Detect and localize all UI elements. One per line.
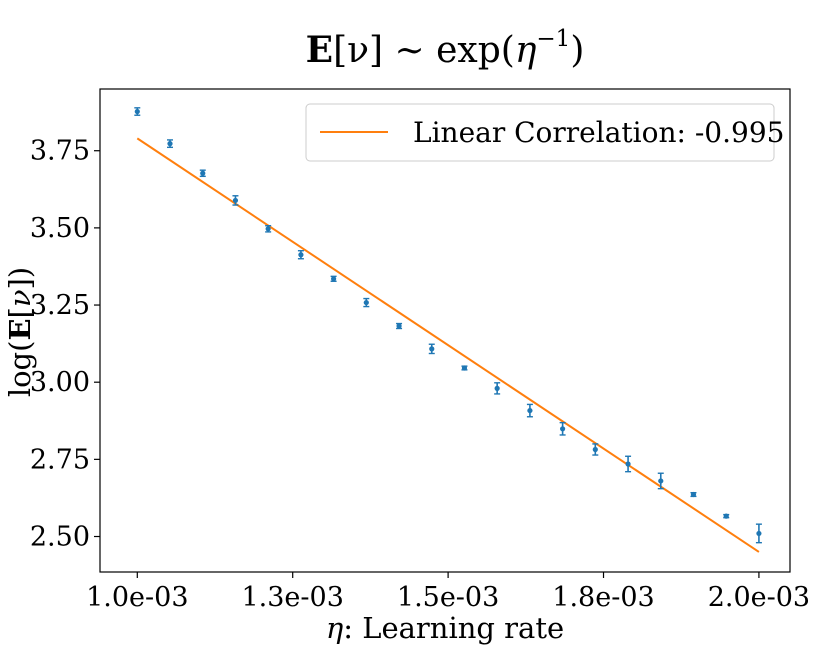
point-marker bbox=[363, 299, 369, 306]
x-tick-label: 2.0e-03 bbox=[708, 582, 810, 613]
data-point bbox=[265, 225, 272, 233]
point-marker bbox=[298, 252, 304, 258]
legend-box bbox=[305, 103, 775, 162]
legend-label: Linear Correlation: -0.995 bbox=[413, 116, 784, 149]
y-tick-label: 3.50 bbox=[30, 213, 90, 244]
data-point bbox=[363, 297, 370, 308]
y-tick-label: 3.00 bbox=[30, 367, 90, 398]
y-tick-label: 3.75 bbox=[30, 136, 90, 167]
y-tick-label: 2.75 bbox=[30, 444, 90, 475]
x-tick-label: 1.8e-03 bbox=[552, 582, 654, 613]
plot-area bbox=[99, 88, 791, 573]
data-point bbox=[592, 443, 599, 456]
legend: Linear Correlation: -0.995 bbox=[305, 103, 784, 162]
x-tick-label: 1.5e-03 bbox=[397, 582, 499, 613]
point-marker bbox=[331, 276, 337, 282]
data-point bbox=[625, 455, 632, 473]
point-marker bbox=[723, 513, 729, 519]
y-tick-label: 3.25 bbox=[30, 290, 90, 321]
point-marker bbox=[461, 365, 468, 371]
point-marker bbox=[265, 226, 271, 232]
point-marker bbox=[658, 478, 664, 484]
point-marker bbox=[592, 446, 598, 453]
data-point bbox=[461, 365, 468, 371]
point-marker bbox=[134, 108, 140, 115]
data-point bbox=[690, 491, 697, 498]
chart-title: E[ν] ∼ exp(η−1) bbox=[306, 26, 585, 71]
point-marker bbox=[527, 407, 533, 414]
data-point bbox=[166, 139, 173, 149]
y-axis-label: log(E[ν]) bbox=[3, 267, 37, 397]
point-marker bbox=[200, 170, 206, 176]
y-tick-label: 2.50 bbox=[30, 522, 90, 553]
x-axis: 1.0e-03 1.3e-03 1.5e-03 1.8e-03 2.0e-03 bbox=[86, 572, 810, 613]
data-point bbox=[428, 343, 435, 355]
data-point bbox=[494, 382, 501, 395]
point-marker bbox=[396, 323, 402, 329]
data-point bbox=[723, 513, 730, 519]
fit-line bbox=[136, 137, 760, 553]
data-point bbox=[330, 275, 337, 282]
data-point bbox=[232, 195, 239, 206]
point-marker bbox=[560, 426, 566, 432]
data-point bbox=[526, 403, 533, 418]
point-marker bbox=[167, 141, 173, 147]
x-axis-label: η: Learning rate bbox=[326, 611, 564, 645]
x-tick-label: 1.3e-03 bbox=[241, 582, 343, 613]
data-points bbox=[134, 107, 762, 544]
data-point bbox=[396, 322, 403, 330]
data-point bbox=[755, 523, 762, 544]
point-marker bbox=[756, 530, 762, 537]
point-marker bbox=[625, 461, 631, 467]
point-marker bbox=[690, 491, 697, 498]
y-axis: 2.50 2.75 3.00 3.25 3.50 3.75 bbox=[30, 136, 100, 553]
data-point bbox=[657, 472, 664, 490]
point-marker bbox=[429, 346, 435, 352]
fit-line-group bbox=[136, 137, 760, 553]
data-point bbox=[559, 421, 566, 436]
point-marker bbox=[494, 385, 500, 391]
x-tick-label: 1.0e-03 bbox=[86, 582, 188, 613]
data-point bbox=[134, 107, 141, 116]
data-point bbox=[297, 250, 304, 260]
point-marker bbox=[232, 197, 239, 204]
data-point bbox=[199, 169, 206, 178]
